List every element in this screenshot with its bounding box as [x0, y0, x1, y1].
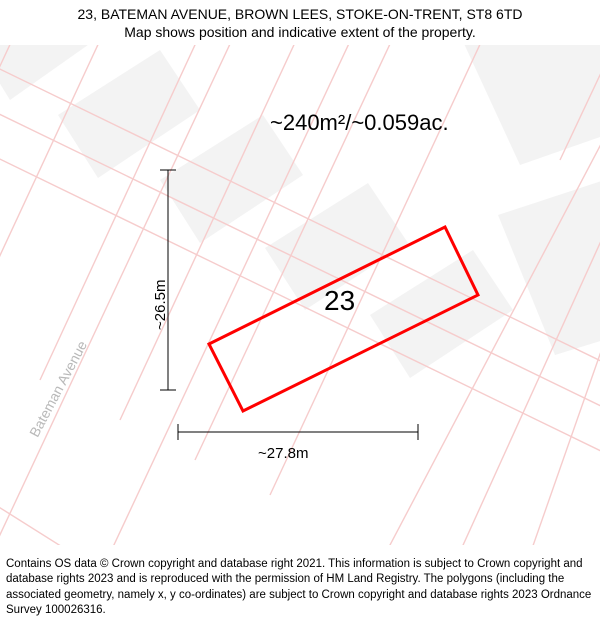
map-canvas: 23, BATEMAN AVENUE, BROWN LEES, STOKE-ON…	[0, 0, 600, 625]
copyright-text: Contains OS data © Crown copyright and d…	[6, 557, 594, 619]
page-title: 23, BATEMAN AVENUE, BROWN LEES, STOKE-ON…	[0, 6, 600, 22]
page-subtitle: Map shows position and indicative extent…	[0, 24, 600, 40]
dimension-horizontal-label: ~27.8m	[258, 445, 308, 462]
area-label: ~240m²/~0.059ac.	[270, 110, 449, 136]
dimension-vertical-label: ~26.5m	[152, 280, 169, 330]
map-svg	[0, 0, 600, 625]
property-number: 23	[324, 285, 355, 317]
